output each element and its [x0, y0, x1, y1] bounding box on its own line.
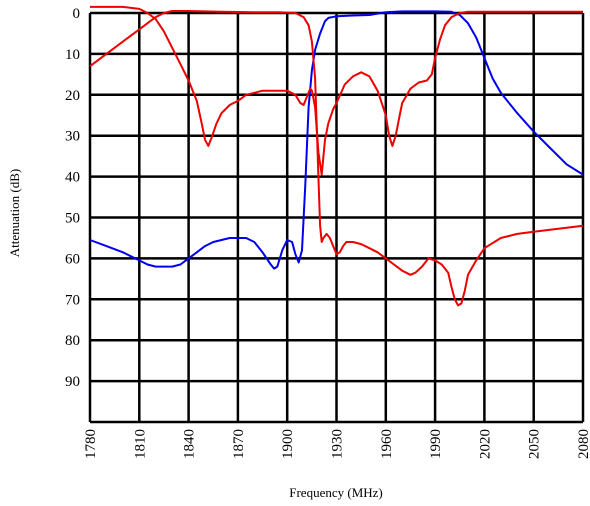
series-line	[89, 10, 584, 307]
series-group	[89, 5, 584, 307]
x-tick-label: 1870	[231, 429, 247, 459]
x-tick-label: 1900	[280, 429, 296, 459]
y-tick-label: 90	[65, 374, 80, 390]
x-tick-label: 2080	[576, 429, 590, 459]
y-tick-label: 0	[73, 6, 81, 22]
x-axis-label: Frequency (MHz)	[289, 485, 383, 500]
series-line	[89, 10, 584, 270]
y-tick-label: 50	[65, 211, 80, 227]
y-tick-label: 70	[65, 292, 80, 308]
x-tick-label: 1960	[379, 429, 395, 459]
y-tick-label: 60	[65, 251, 80, 267]
y-axis-label: Attenuation (dB)	[7, 169, 22, 257]
y-tick-label: 20	[65, 88, 80, 104]
x-tick-labels: 1780 1810 1840 1870 1900 1930 1960 1990 2020 2050…	[83, 429, 590, 459]
x-tick-label: 1990	[428, 429, 444, 459]
grid	[88, 11, 585, 424]
x-tick-label: 1780	[83, 429, 99, 459]
y-tick-label: 30	[65, 129, 80, 145]
y-tick-label: 40	[65, 170, 80, 186]
x-tick-label: 1840	[182, 429, 198, 459]
x-tick-label: 1930	[330, 429, 346, 459]
y-tick-label: 80	[65, 333, 80, 349]
x-tick-label: 2020	[477, 429, 493, 459]
x-tick-label: 2050	[527, 429, 543, 459]
x-tick-label: 1810	[132, 429, 148, 459]
y-tick-labels: 0 10 20 30 40 50 60 70 80 90	[65, 6, 80, 390]
y-tick-label: 10	[65, 47, 80, 63]
